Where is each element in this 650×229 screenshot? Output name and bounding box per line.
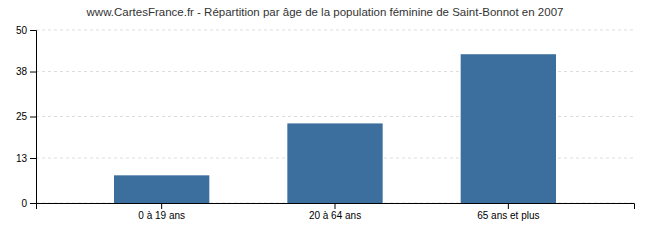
chart-title: www.CartesFrance.fr - Répartition par âg… <box>86 6 564 18</box>
y-tick: 25 <box>16 111 36 122</box>
y-tick-label: 38 <box>16 66 28 77</box>
chart-svg: www.CartesFrance.fr - Répartition par âg… <box>0 0 650 229</box>
x-tick: 65 ans et plus <box>477 203 539 221</box>
y-tick: 50 <box>16 25 36 36</box>
x-tick-mark <box>508 203 509 209</box>
x-axis: 0 à 19 ans 20 à 64 ans 65 ans et plus <box>37 203 635 221</box>
x-axis-line <box>37 204 635 210</box>
grid <box>36 30 634 203</box>
bar <box>114 175 209 203</box>
x-tick: 0 à 19 ans <box>138 203 185 221</box>
y-tick: 38 <box>16 66 36 77</box>
y-tick-label: 25 <box>16 111 28 122</box>
y-tick: 0 <box>21 198 36 209</box>
x-tick-label: 0 à 19 ans <box>138 210 185 221</box>
bar <box>461 54 556 203</box>
y-tick-label: 0 <box>21 198 27 209</box>
y-tick-mark <box>30 30 36 31</box>
y-tick-label: 13 <box>16 153 28 164</box>
x-tick-mark <box>335 203 336 209</box>
y-tick: 13 <box>16 153 36 164</box>
y-axis-line <box>30 31 37 204</box>
y-tick-label: 50 <box>16 25 28 36</box>
plot-area: 0 à 19 ans 20 à 64 ans 65 ans et plus 0 13 25… <box>16 25 635 221</box>
x-tick-label: 65 ans et plus <box>477 210 539 221</box>
x-tick: 20 à 64 ans <box>309 203 361 221</box>
y-tick-mark <box>30 203 36 204</box>
chart-container: www.CartesFrance.fr - Répartition par âg… <box>0 0 650 229</box>
y-tick-mark <box>30 117 36 118</box>
bar <box>287 123 382 203</box>
bars <box>114 54 556 203</box>
y-tick-mark <box>30 158 36 159</box>
y-tick-mark <box>30 72 36 73</box>
x-tick-label: 20 à 64 ans <box>309 210 361 221</box>
y-axis: 0 13 25 38 50 <box>16 25 37 209</box>
grid-line <box>36 30 634 31</box>
x-tick-mark <box>161 203 162 209</box>
